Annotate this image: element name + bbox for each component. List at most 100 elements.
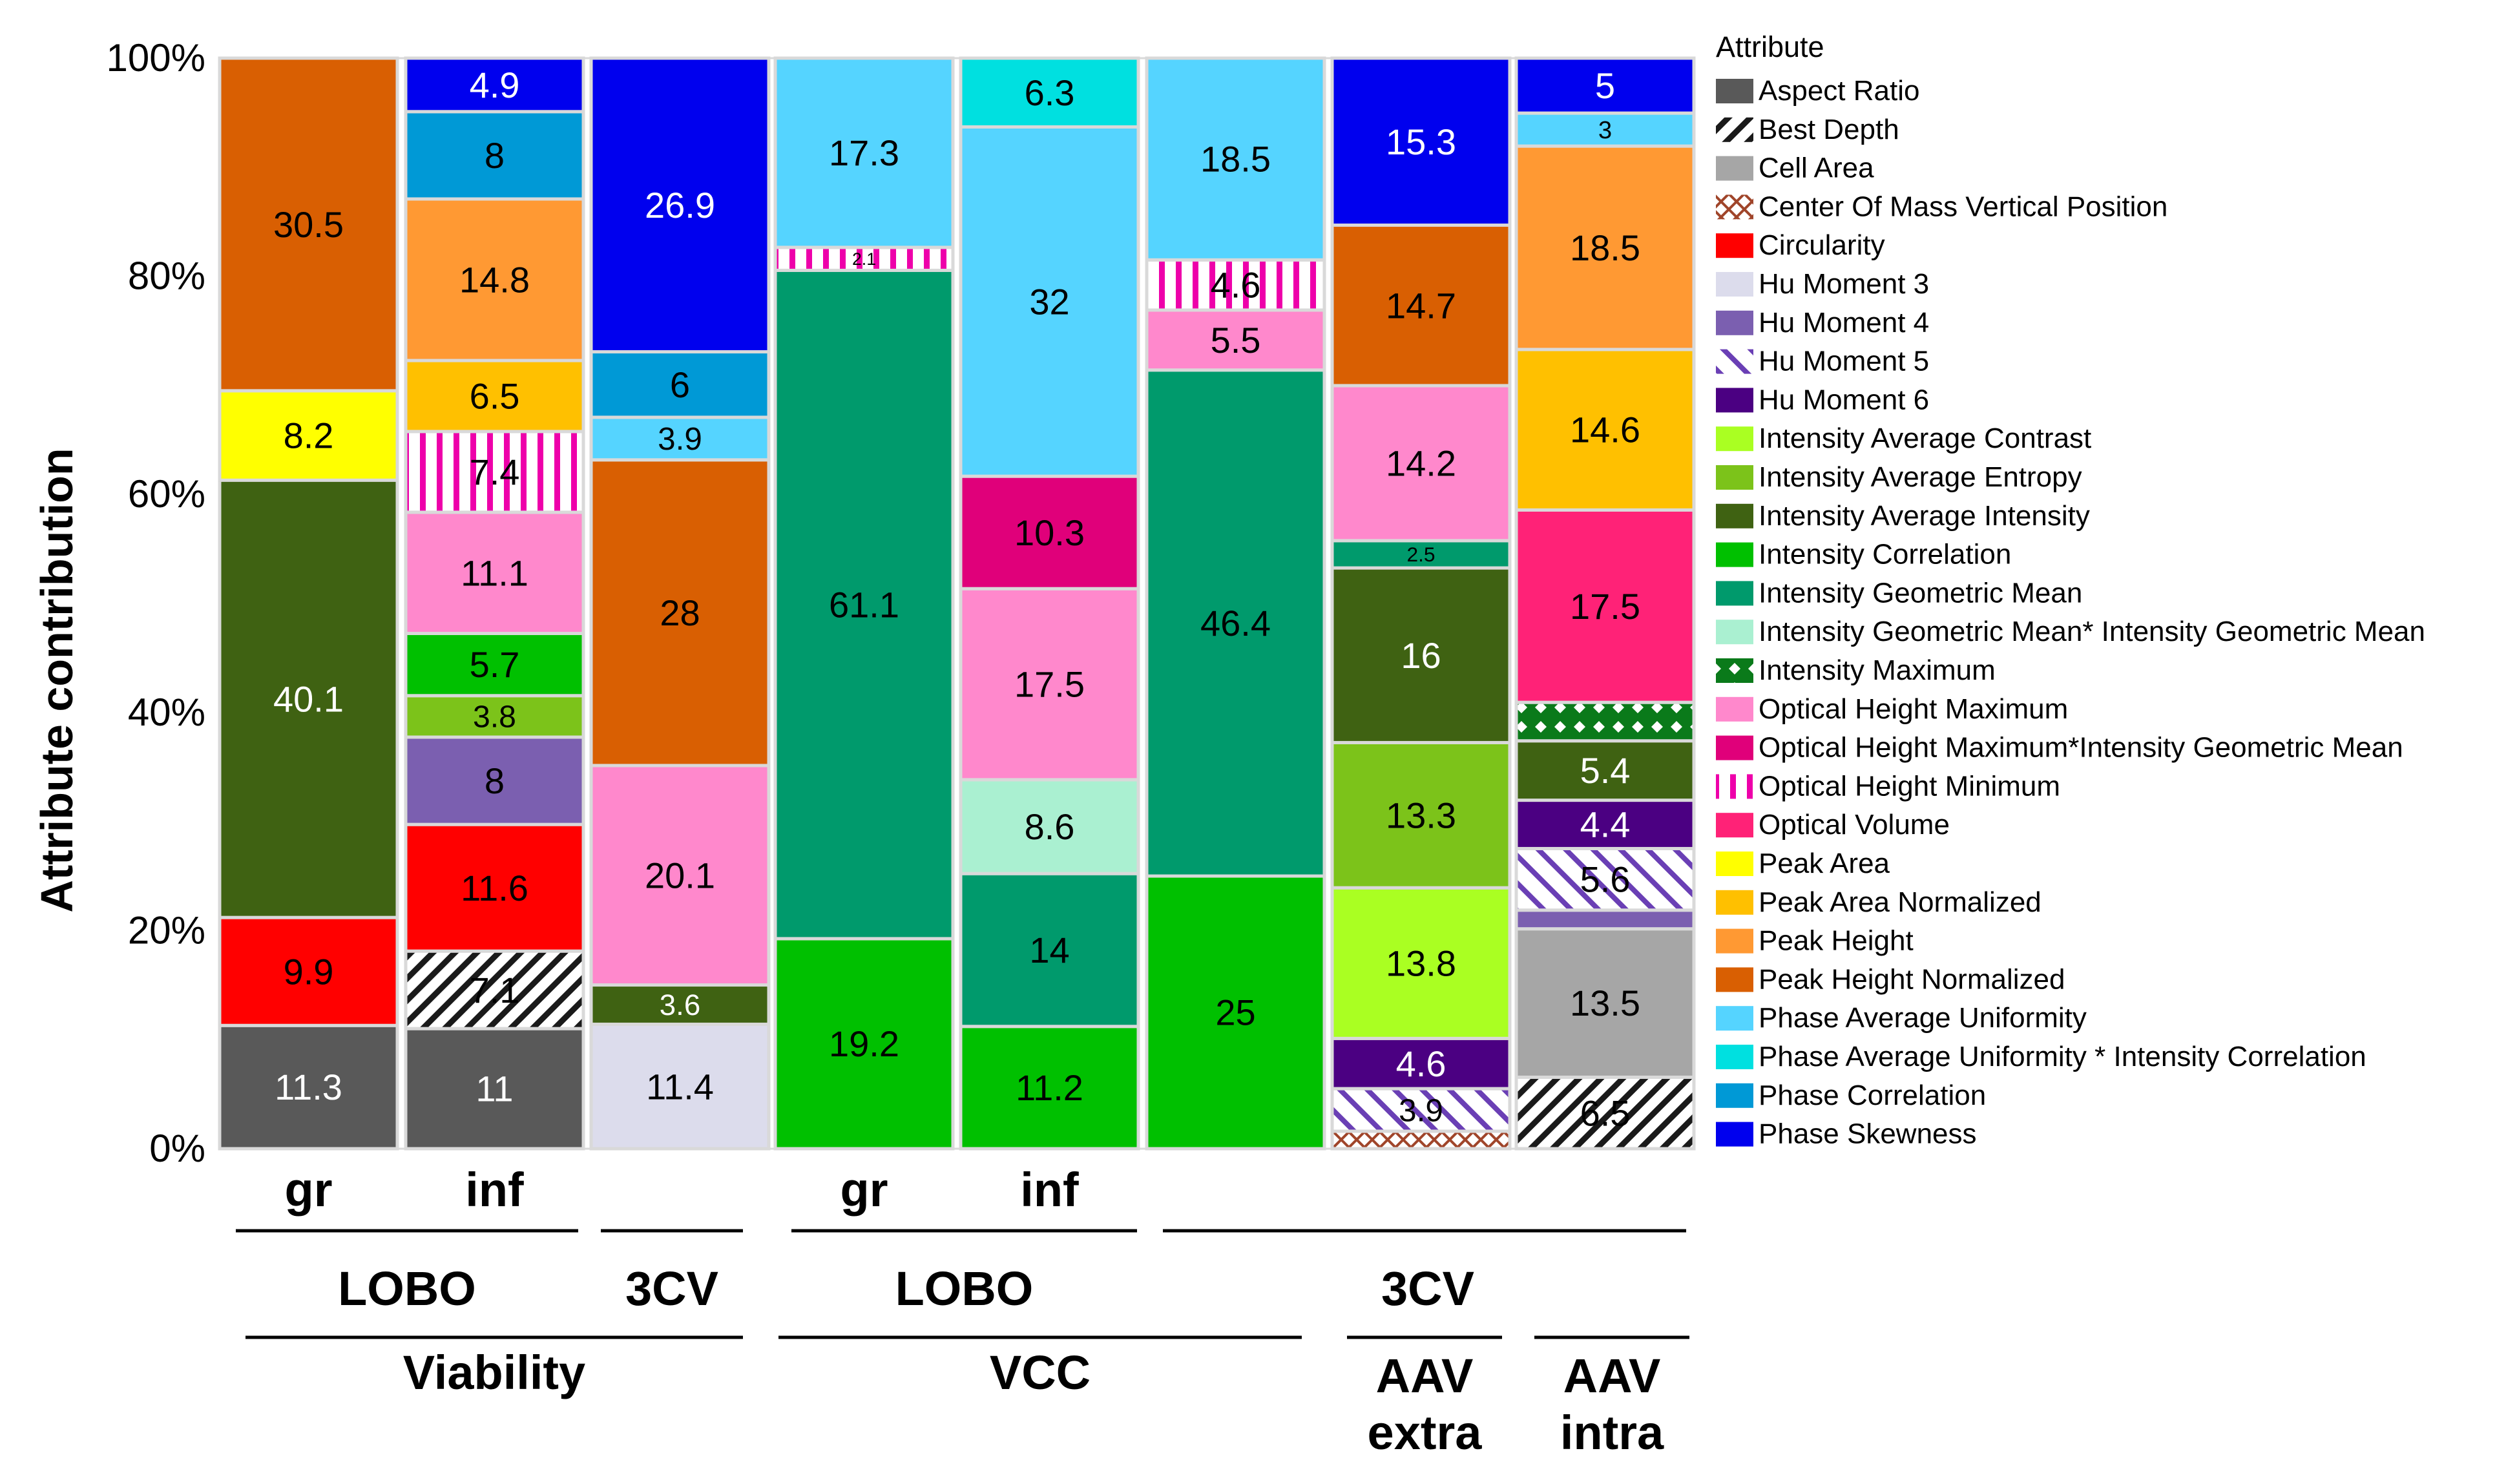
legend-item-optical-volume: Optical Volume bbox=[1716, 809, 1950, 841]
legend-item-intensity-geometric-mean-intensity-geometric-mean: Intensity Geometric Mean* Intensity Geom… bbox=[1716, 616, 2425, 647]
bar-5: 11.2 14 8.6 17.5 10.3 32 6.3 bbox=[959, 56, 1140, 1151]
bar-segment-phase-average-uniformity bbox=[959, 125, 1140, 478]
bar-segment-hu-moment-4 bbox=[1514, 908, 1696, 931]
legend-item-hu-moment-4: Hu Moment 4 bbox=[1716, 307, 1929, 339]
legend-label: Intensity Geometric Mean* Intensity Geom… bbox=[1759, 616, 2425, 647]
legend-title: Attribute bbox=[1716, 30, 1824, 63]
bar-segment-peak-height-normalized bbox=[218, 56, 399, 393]
bar-segment-peak-height bbox=[404, 197, 585, 362]
legend-label: Peak Area Normalized bbox=[1759, 886, 2041, 918]
bar-1: 11.3 9.9 40.1 8.2 30.5 bbox=[218, 56, 399, 1151]
legend-item-peak-area: Peak Area bbox=[1716, 848, 1890, 879]
legend-item-optical-height-maximum: Optical Height Maximum bbox=[1716, 693, 2068, 725]
data-label: 8 bbox=[485, 760, 505, 801]
legend-swatch bbox=[1716, 426, 1753, 452]
data-label: 6.5 bbox=[1580, 1092, 1631, 1133]
data-label: 7.1 bbox=[470, 970, 520, 1010]
data-label: 13.8 bbox=[1386, 943, 1456, 983]
bar-3: 11.4 3.6 20.1 28 3.9 6 26.9 bbox=[589, 56, 771, 1151]
data-label: 8.6 bbox=[1025, 806, 1075, 847]
data-label: 30.5 bbox=[273, 204, 344, 245]
x-tick-label: gr bbox=[841, 1163, 888, 1217]
data-label: 10.3 bbox=[1014, 512, 1085, 553]
data-label: 7.4 bbox=[470, 452, 520, 492]
data-label: 2.5 bbox=[1406, 543, 1435, 566]
legend-swatch bbox=[1716, 620, 1753, 645]
group-label: LOBO bbox=[895, 1262, 1034, 1315]
legend-swatch bbox=[1716, 774, 1753, 799]
bar-segment-optical-height-maximum bbox=[589, 764, 771, 987]
data-label: 5 bbox=[1595, 65, 1615, 106]
bar-segment-intensity-correlation bbox=[959, 1025, 1140, 1151]
group-label: Viability bbox=[403, 1346, 585, 1399]
legend-item-aspect-ratio: Aspect Ratio bbox=[1716, 75, 1919, 107]
data-label: 9.9 bbox=[284, 951, 334, 992]
data-label: 13.3 bbox=[1386, 795, 1456, 835]
legend-swatch bbox=[1716, 388, 1753, 413]
legend-swatch bbox=[1716, 581, 1753, 606]
legend-swatch bbox=[1716, 117, 1753, 142]
data-label: 3.9 bbox=[1399, 1092, 1443, 1128]
data-label: 25 bbox=[1215, 992, 1255, 1033]
data-label: 13.5 bbox=[1570, 983, 1640, 1023]
legend-swatch bbox=[1716, 310, 1753, 335]
y-tick-label: 40% bbox=[128, 691, 205, 734]
data-label: 17.3 bbox=[829, 132, 899, 173]
bar-segment-intensity-average-entropy bbox=[1330, 740, 1512, 890]
group-label: 3CV bbox=[1381, 1262, 1474, 1315]
data-label: 4.6 bbox=[1396, 1043, 1446, 1084]
bar-segment-phase-correlation bbox=[404, 110, 585, 201]
data-label: 46.4 bbox=[1200, 603, 1271, 643]
bar-segment-intensity-average-entropy bbox=[404, 694, 585, 739]
data-label: 6 bbox=[670, 364, 690, 405]
bar-segment-optical-height-maximum-intensity-geometric-mean bbox=[959, 474, 1140, 590]
legend-item-intensity-correlation: Intensity Correlation bbox=[1716, 539, 2011, 570]
legend-item-intensity-average-contrast: Intensity Average Contrast bbox=[1716, 423, 2091, 454]
bar-segment-center-of-mass-vertical-position bbox=[1330, 1129, 1512, 1151]
legend-swatch bbox=[1716, 233, 1753, 258]
bar-segment-intensity-geometric-mean bbox=[773, 268, 955, 941]
x-tick-label: gr bbox=[285, 1163, 333, 1217]
legend-item-hu-moment-6: Hu Moment 6 bbox=[1716, 384, 1929, 415]
legend-swatch bbox=[1716, 852, 1753, 876]
data-label: 4.6 bbox=[1211, 265, 1261, 306]
bar-2: 11 7.1 11.6 8 3.8 5.7 11.1 7.4 6.5 14.8 8 4.9 bbox=[404, 56, 585, 1151]
legend-label: Intensity Average Entropy bbox=[1759, 461, 2082, 493]
bar-segment-intensity-correlation bbox=[1145, 874, 1326, 1151]
bar-segment-hu-moment-4 bbox=[404, 735, 585, 826]
data-label: 15.3 bbox=[1386, 121, 1456, 162]
legend-label: Circularity bbox=[1759, 229, 1885, 261]
group-lobo: LOBO bbox=[236, 1229, 578, 1315]
bar-segment-intensity-geometric-mean bbox=[1330, 539, 1512, 570]
group-3cv: 3CV bbox=[601, 1229, 743, 1315]
bar-segment-phase-average-uniformity bbox=[1145, 56, 1326, 262]
bar-segment-peak-area bbox=[218, 389, 399, 482]
legend-swatch bbox=[1716, 79, 1753, 103]
bar-segment-phase-average-uniformity bbox=[773, 56, 955, 249]
bar-segment-phase-skewness bbox=[1514, 56, 1696, 115]
y-tick-label: 60% bbox=[128, 472, 205, 516]
y-tick-label: 20% bbox=[128, 908, 205, 952]
legend-label: Cell Area bbox=[1759, 152, 1874, 184]
bar-segment-hu-moment-5 bbox=[1514, 846, 1696, 912]
bar-segment-phase-average-uniformity-intensity-correlation bbox=[959, 56, 1140, 129]
bar-segment-phase-skewness bbox=[1330, 56, 1512, 227]
data-label: 11.3 bbox=[275, 1067, 342, 1107]
data-label: 28 bbox=[660, 592, 700, 633]
legend-swatch bbox=[1716, 349, 1753, 374]
data-label: 19.2 bbox=[829, 1023, 899, 1064]
bar-segment-optical-height-maximum bbox=[1330, 384, 1512, 543]
legend-swatch bbox=[1716, 503, 1753, 528]
legend-label: Best Depth bbox=[1759, 114, 1899, 145]
group-label: intra bbox=[1560, 1406, 1664, 1459]
legend-label: Intensity Maximum bbox=[1759, 654, 1996, 686]
legend-label: Phase Average Uniformity * Intensity Cor… bbox=[1759, 1041, 2366, 1072]
group-label: 3CV bbox=[625, 1262, 718, 1315]
legend-label: Hu Moment 6 bbox=[1759, 384, 1929, 415]
group-lobo: LOBO bbox=[791, 1229, 1137, 1315]
legend-item-intensity-average-intensity: Intensity Average Intensity bbox=[1716, 500, 2090, 532]
legend-label: Intensity Correlation bbox=[1759, 539, 2011, 570]
legend-swatch bbox=[1716, 967, 1753, 992]
bar-segment-cell-area bbox=[1514, 927, 1696, 1079]
